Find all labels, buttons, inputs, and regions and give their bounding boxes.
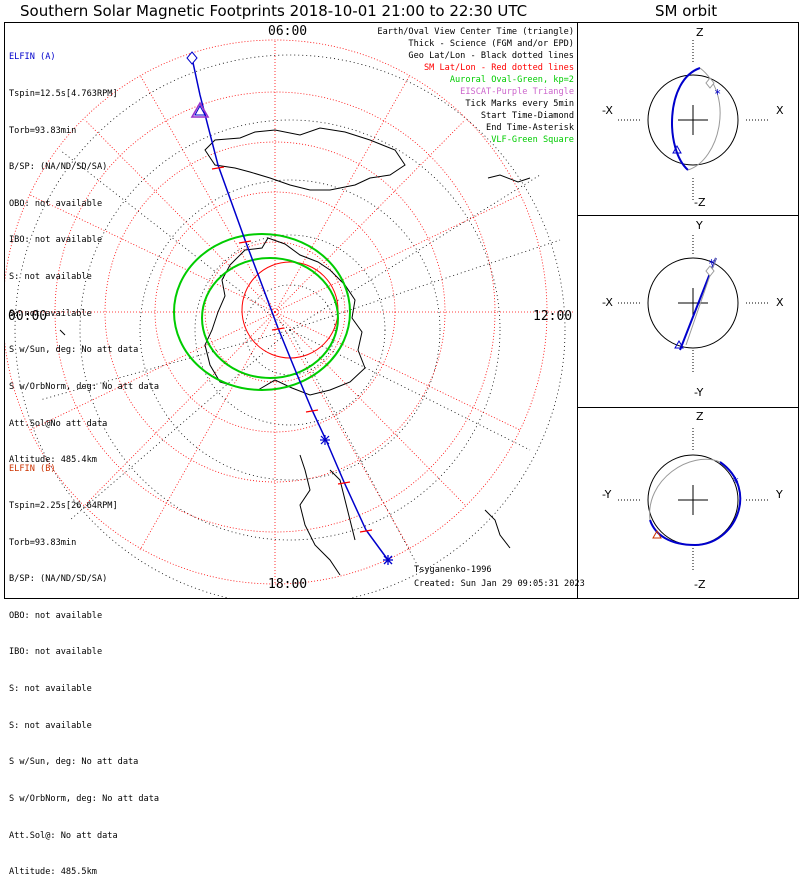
auroral-oval: [173, 233, 351, 391]
elfin-b-line: IBO: not available: [9, 647, 103, 658]
elfin-a-start-diamond: [186, 51, 198, 65]
sm-grid: [5, 39, 575, 585]
legend-item: Earth/Oval View Center Time (triangle): [377, 27, 574, 37]
time-label-bottom: 18:00: [268, 577, 308, 592]
sm-orbit-title: SM orbit: [655, 2, 718, 20]
elfin-b-line: B/SP: (NA/ND/SD/SA): [9, 574, 108, 585]
sm-orbit-xz-plot: *: [618, 40, 768, 200]
eiscat-triangle-icon: [190, 101, 210, 118]
sm-pole-circle: [241, 261, 339, 359]
elfin-a-ticks: [211, 166, 373, 533]
orbit1-top-label: Z: [696, 26, 704, 39]
legend-item: Auroral Oval-Green, kp=2: [449, 75, 574, 85]
sm-orbit-xy-plot: *: [618, 235, 768, 372]
elfin-a-midpoint-asterisk-icon: [320, 435, 330, 445]
legend-item: EISCAT-Purple Triangle: [460, 87, 574, 97]
legend-item: Geo Lat/Lon - Black dotted lines: [408, 51, 574, 61]
view-center-triangle-icon: [194, 104, 206, 116]
elfin-a-line: Torb=93.83min: [9, 125, 77, 136]
legend-item: Tick Marks every 5min: [465, 99, 574, 109]
orbit1-bottom-label: -Z: [694, 196, 706, 209]
sm-orbit-yz-plot: *: [618, 428, 768, 572]
elfin-a-line: B/SP: (NA/ND/SD/SA): [9, 162, 108, 173]
legend-item: SM Lat/Lon - Red dotted lines: [423, 63, 574, 73]
model-label: Tsyganenko-1996: [414, 565, 492, 575]
elfin-b-line: Torb=93.83min: [9, 537, 77, 548]
elfin-b-line: Altitude: 485.5km: [9, 867, 97, 878]
elfin-b-line: Tspin=2.25s[26.64RPM]: [9, 501, 118, 512]
geo-grid: [14, 54, 566, 598]
legend-item: Start Time-Diamond: [480, 111, 574, 121]
time-label-right: 12:00: [533, 309, 573, 324]
sm-orbit-yz-panel: [577, 407, 799, 599]
footprint-map-svg: * * *: [5, 39, 768, 598]
orbit3-top-label: Z: [696, 410, 704, 423]
orbit2-bottom-label: -Y: [694, 386, 704, 399]
orbit3-bottom-label: -Z: [694, 578, 706, 591]
elfin-a-end-asterisk-icon: [383, 555, 393, 565]
time-label-top: 06:00: [268, 24, 308, 39]
elfin-a-line: S: not available: [9, 308, 92, 319]
legend-item: VLF-Green Square: [491, 135, 574, 145]
elfin-a-header: ELFIN (A): [9, 52, 56, 63]
orbit3-right-label: Y: [776, 488, 783, 501]
orbit2-top-label: Y: [696, 219, 703, 232]
elfin-a-line: S: not available: [9, 272, 92, 283]
legend: Earth/Oval View Center Time (triangle) T…: [377, 26, 574, 146]
time-label-left: 00:00: [8, 309, 48, 324]
elfin-a-line: Altitude: 485.4km: [9, 455, 97, 466]
elfin-b-line: S: not available: [9, 720, 92, 731]
elfin-a-line: S w/Sun, deg: No att data: [9, 345, 139, 356]
orbit2-right-label: X: [776, 296, 784, 309]
orbit1-right-label: X: [776, 104, 784, 117]
elfin-b-line: S w/OrbNorm, deg: No att data: [9, 793, 160, 804]
elfin-b-line: Att.Sol@: No att data: [9, 830, 118, 841]
elfin-a-line: S w/OrbNorm, deg: No att data: [9, 381, 160, 392]
elfin-b-header: ELFIN (B): [9, 464, 56, 475]
elfin-a-line: Tspin=12.5s[4.763RPM]: [9, 89, 118, 100]
svg-text:*: *: [714, 87, 721, 101]
elfin-b-line: OBO: not available: [9, 610, 103, 621]
svg-text:*: *: [732, 475, 739, 489]
elfin-b-info: ELFIN (B) Tspin=2.25s[26.64RPM] Torb=93.…: [9, 439, 159, 891]
elfin-a-info: ELFIN (A) Tspin=12.5s[4.763RPM] Torb=93.…: [9, 27, 159, 479]
elfin-a-line: Att.Sol@No att data: [9, 418, 108, 429]
elfin-a-line: IBO: not available: [9, 235, 103, 246]
elfin-b-line: S w/Sun, deg: No att data: [9, 757, 139, 768]
page-title: Southern Solar Magnetic Footprints 2018-…: [20, 2, 528, 20]
elfin-a-line: OBO: not available: [9, 198, 103, 209]
legend-item: Thick - Science (FGM and/or EPD): [408, 39, 574, 49]
svg-text:*: *: [708, 257, 715, 271]
orbit1-left-label: -X: [602, 104, 613, 117]
orbit3-left-label: -Y: [602, 488, 612, 501]
legend-item: End Time-Asterisk: [486, 123, 574, 133]
created-label: Created: Sun Jan 29 09:05:31 2023: [414, 579, 585, 589]
elfin-b-line: S: not available: [9, 684, 92, 695]
elfin-a-track: [191, 57, 389, 561]
orbit2-left-label: -X: [602, 296, 613, 309]
